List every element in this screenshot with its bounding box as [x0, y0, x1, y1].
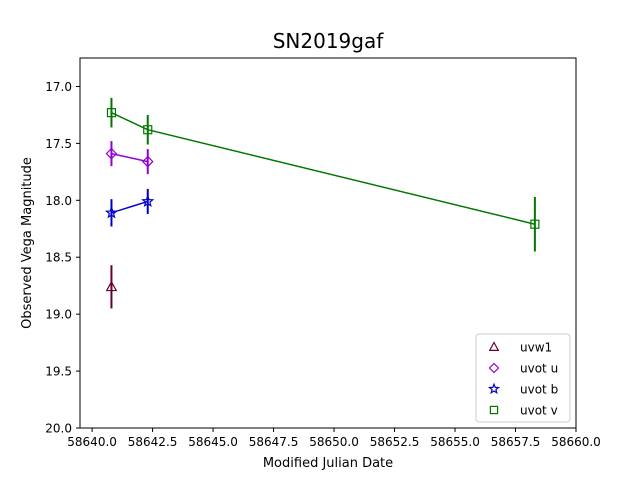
legend: uvw1 uvot u uvot b uvot v	[475, 333, 571, 423]
x-tick-label: 58652.5	[370, 435, 420, 449]
y-tick-label: 18.0	[45, 194, 72, 208]
legend-marker	[488, 362, 500, 374]
data-point-uvot-v	[106, 108, 117, 118]
y-tick-label: 19.5	[45, 365, 72, 379]
x-tick-label: 58650.0	[309, 435, 359, 449]
y-axis-label: Observed Vega Magnitude	[20, 157, 35, 329]
y-tick-label: 19.0	[45, 308, 72, 322]
x-axis-label: Modified Julian Date	[263, 456, 393, 471]
data-point-uvot-v	[143, 125, 153, 135]
axes-frame	[79, 57, 577, 429]
legend-label: uvot b	[520, 383, 558, 397]
series-line-uvot-u	[111, 152, 148, 163]
data-point-uvot-b	[104, 205, 119, 219]
x-tick-label: 58660.0	[551, 435, 601, 449]
y-tick-label: 17.0	[45, 80, 72, 94]
legend-label: uvot u	[520, 362, 558, 376]
x-tick-label: 58647.5	[249, 435, 299, 449]
chart-title: SN2019gaf	[273, 29, 385, 53]
y-tick-label: 18.5	[45, 251, 72, 265]
legend-label: uvot v	[520, 404, 558, 418]
plot-area: 58640.0 58642.5 58645.0 58647.5 58650.0 58652…	[45, 57, 601, 449]
data-point-uvw1	[105, 280, 118, 292]
data-point-uvot-b	[141, 194, 155, 208]
x-tick-label: 58642.5	[128, 435, 178, 449]
legend-marker	[488, 341, 500, 351]
data-point-uvot-v	[530, 219, 540, 229]
x-tick-label: 58640.0	[67, 435, 117, 449]
legend-marker	[487, 382, 501, 395]
y-tick-label: 17.5	[45, 137, 72, 151]
legend-label: uvw1	[520, 341, 552, 355]
legend-box	[475, 333, 571, 423]
x-tick-label: 58655.0	[430, 435, 480, 449]
legend-marker	[489, 405, 499, 415]
y-tick-label: 20.0	[45, 422, 72, 436]
x-tick-label: 58657.5	[491, 435, 541, 449]
data-point-uvot-u	[105, 147, 118, 160]
data-point-uvot-u	[141, 155, 154, 168]
x-tick-label: 58645.0	[188, 435, 238, 449]
